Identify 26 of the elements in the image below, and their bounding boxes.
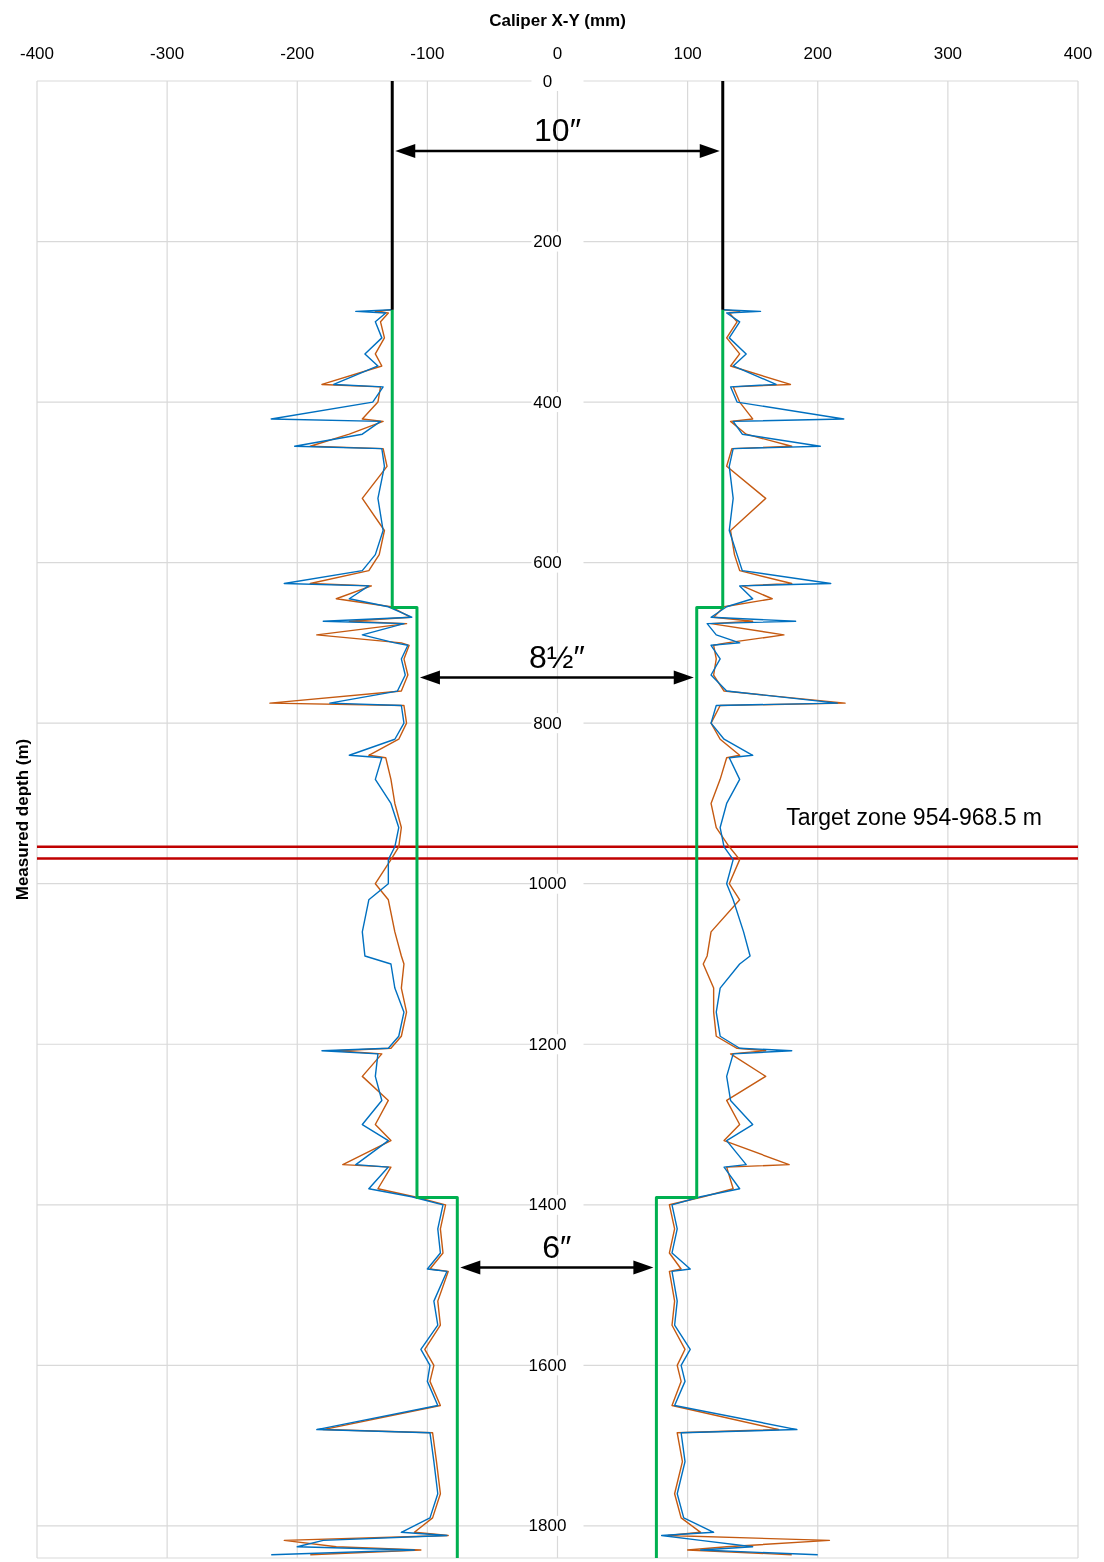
y-tick-label: 1800 — [528, 1516, 567, 1536]
x-tick-label: 300 — [933, 44, 963, 63]
x-tick-label: 400 — [1063, 44, 1093, 63]
x-axis-title: Caliper X-Y (mm) — [489, 11, 626, 31]
x-tick-label: 100 — [673, 44, 702, 63]
y-tick-label: 800 — [533, 713, 562, 733]
line-series — [654, 308, 725, 1558]
y-tick-label: 1600 — [528, 1355, 567, 1375]
x-tick-label: -300 — [150, 44, 185, 63]
annotation: 10″ — [534, 112, 581, 148]
y-tick-label: 1200 — [528, 1034, 567, 1054]
x-tick-label: -100 — [410, 44, 445, 63]
y-tick-label: 1400 — [528, 1195, 567, 1215]
y-tick-label: 0 — [542, 71, 553, 91]
annotation: 6″ — [542, 1228, 572, 1265]
y-tick-label: 1000 — [528, 874, 567, 894]
y-tick-label: 400 — [533, 392, 562, 412]
x-tick-label: 200 — [803, 44, 832, 63]
x-tick-label: -400 — [19, 44, 55, 63]
y-axis-title: Measured depth (m) — [12, 738, 32, 901]
y-tick-label: 600 — [533, 553, 562, 573]
ref-line-label: Target zone 954-968.5 m — [786, 803, 1042, 830]
x-tick-label: -200 — [280, 44, 315, 63]
line-series — [390, 308, 459, 1558]
y-tick-label: 200 — [533, 232, 562, 252]
annotation: 8½″ — [528, 638, 585, 675]
